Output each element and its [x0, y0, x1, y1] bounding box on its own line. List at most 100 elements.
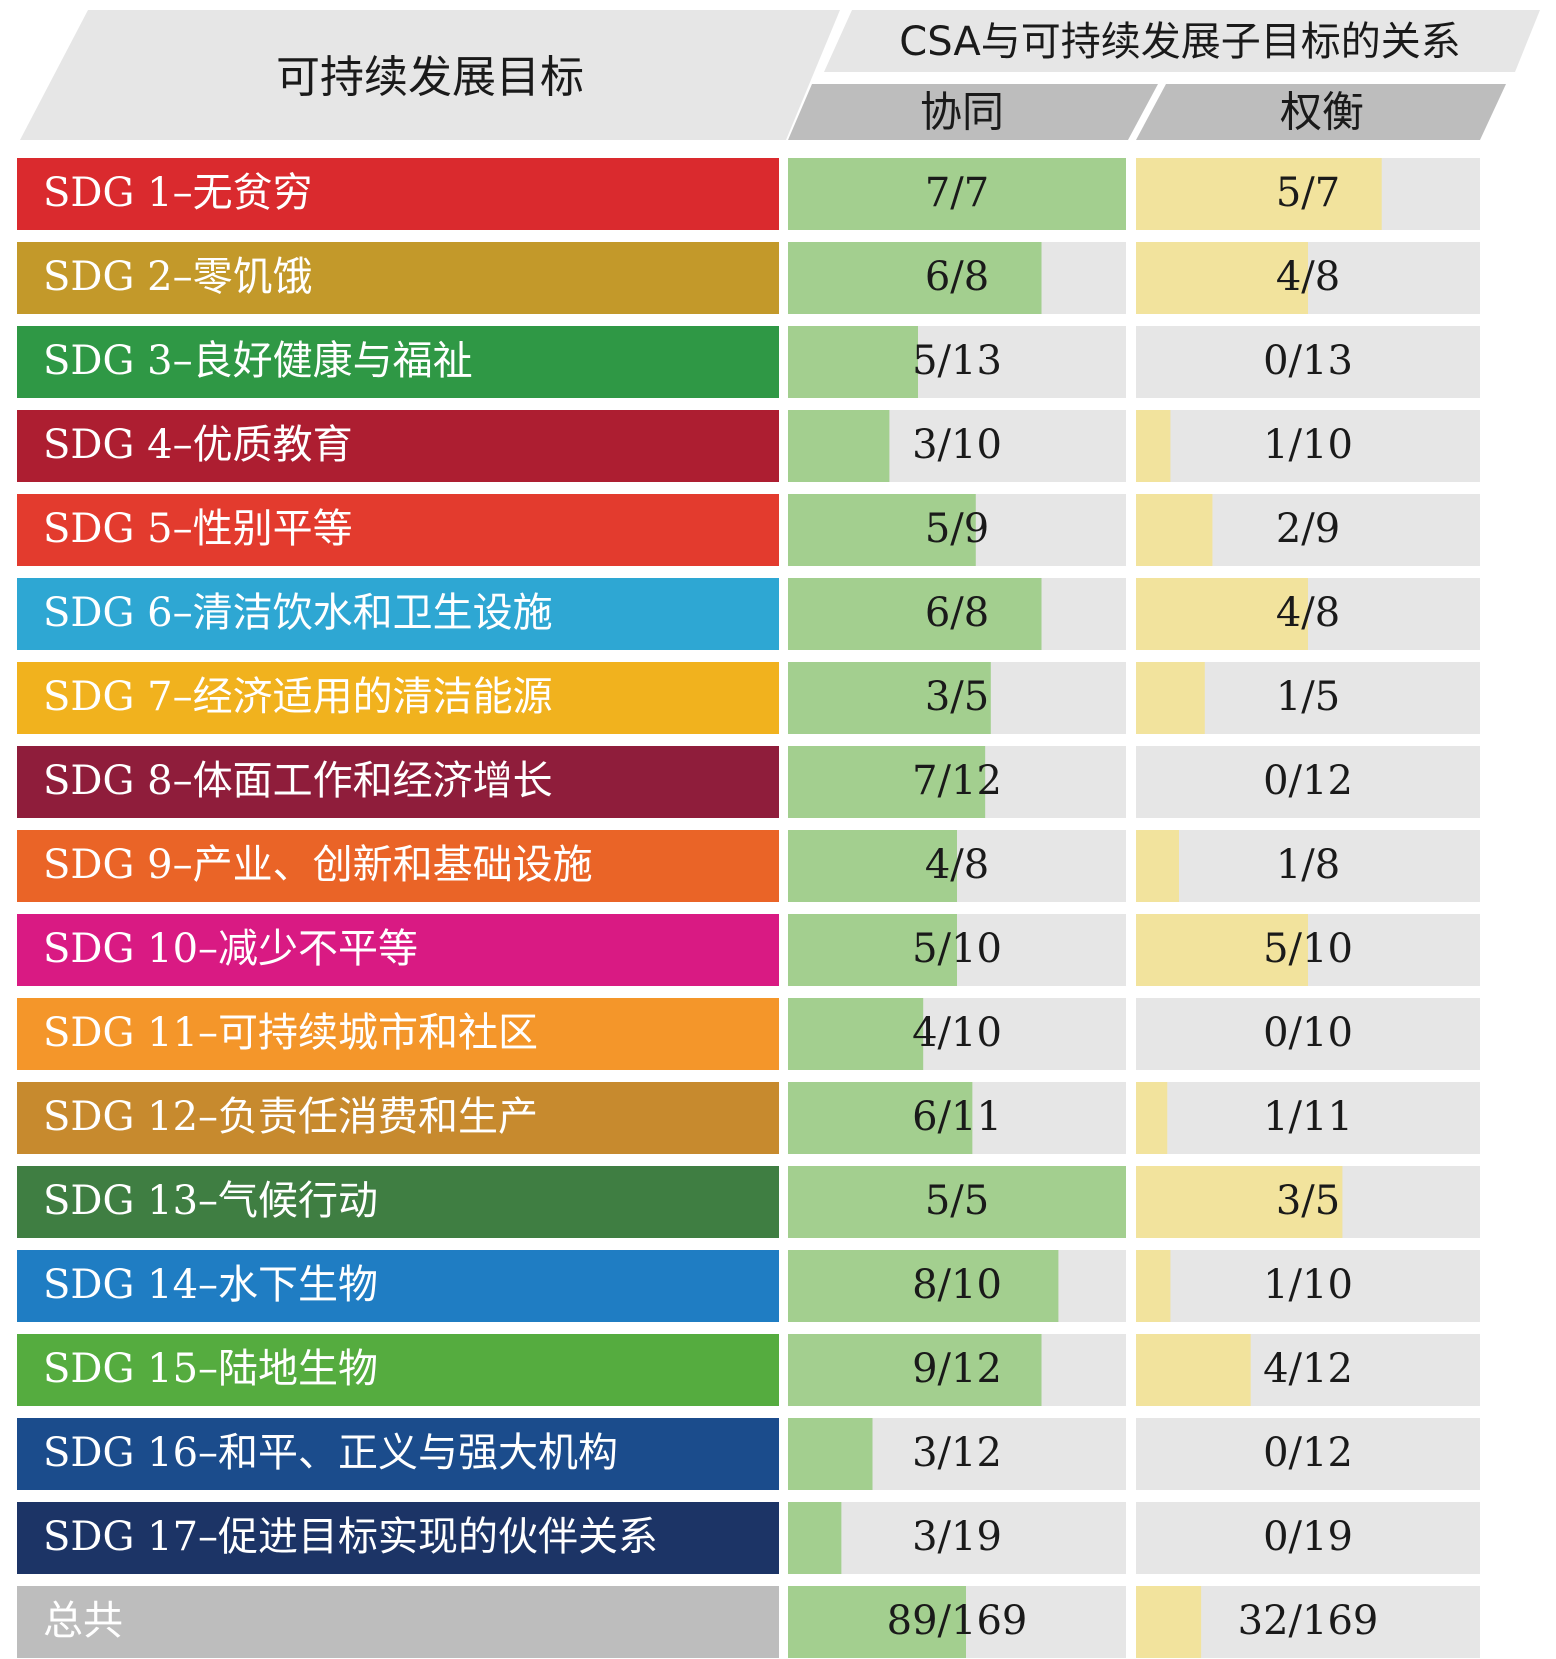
sdg-label-3: SDG 3–良好健康与福祉 — [43, 338, 473, 384]
tradeoff-value-7: 1/5 — [1276, 674, 1340, 720]
synergy-value-12: 6/11 — [912, 1094, 1002, 1140]
tradeoff-value-6: 4/8 — [1276, 590, 1340, 636]
tradeoff-header: 权衡 — [1280, 88, 1364, 137]
tradeoff-track-8 — [1136, 746, 1480, 818]
synergy-bar-15 — [788, 1334, 1042, 1406]
tradeoff-bar-14 — [1136, 1250, 1171, 1322]
synergy-track-17 — [788, 1502, 1126, 1574]
sdg-label-block-7 — [17, 662, 779, 734]
synergy-header-bg — [788, 84, 1158, 140]
sdg-label-block-15 — [17, 1334, 779, 1406]
synergy-bar-9 — [788, 830, 957, 902]
synergy-value-8: 7/12 — [912, 758, 1002, 804]
tradeoff-value-12: 1/11 — [1263, 1094, 1353, 1140]
chart-rows: SDG 1–无贫穷 7/7 5/7 SDG 2–零饥饿 6/8 4/8 SDG 3–良好健康… — [17, 158, 1480, 1658]
sdg-label-block-13 — [17, 1166, 779, 1238]
synergy-value-11: 4/10 — [912, 1010, 1002, 1056]
sdg-label-block-17 — [17, 1502, 779, 1574]
synergy-bar-3 — [788, 326, 918, 398]
synergy-bar-12 — [788, 1082, 973, 1154]
sdg-label-12: SDG 12–负责任消费和生产 — [43, 1094, 538, 1140]
sdg-label-block-9 — [17, 830, 779, 902]
tradeoff-bar-2 — [1136, 242, 1308, 314]
sdg-label-5: SDG 5–性别平等 — [43, 506, 353, 552]
tradeoff-bar-5 — [1136, 494, 1213, 566]
tradeoff-bar-15 — [1136, 1334, 1251, 1406]
synergy-header: 协同 — [920, 88, 1004, 137]
sdg-label-block-2 — [17, 242, 779, 314]
sdg-label-10: SDG 10–减少不平等 — [43, 926, 418, 972]
tradeoff-value-1: 5/7 — [1276, 170, 1340, 216]
synergy-value-7: 3/5 — [925, 674, 989, 720]
synergy-value-10: 5/10 — [912, 926, 1002, 972]
tradeoff-value-5: 2/9 — [1276, 506, 1340, 552]
tradeoff-header-bg — [1136, 84, 1506, 140]
sdg-label-block-5 — [17, 494, 779, 566]
synergy-bar-7 — [788, 662, 991, 734]
synergy-value-9: 4/8 — [925, 842, 989, 888]
synergy-bar-total — [788, 1586, 966, 1658]
synergy-bar-4 — [788, 410, 890, 482]
sdg-label-2: SDG 2–零饥饿 — [43, 254, 313, 300]
tradeoff-bar-7 — [1136, 662, 1205, 734]
tradeoff-value-13: 3/5 — [1276, 1178, 1340, 1224]
synergy-value-16: 3/12 — [912, 1430, 1002, 1476]
synergy-bar-16 — [788, 1418, 873, 1490]
tradeoff-track-14 — [1136, 1250, 1480, 1322]
synergy-value-1: 7/7 — [925, 170, 989, 216]
relation-header-bg — [824, 10, 1540, 72]
synergy-bar-8 — [788, 746, 986, 818]
sdg-label-block-6 — [17, 578, 779, 650]
synergy-value-2: 6/8 — [925, 254, 989, 300]
synergy-value-6: 6/8 — [925, 590, 989, 636]
sdg-label-block-4 — [17, 410, 779, 482]
tradeoff-track-9 — [1136, 830, 1480, 902]
goal-column-header: 可持续发展目标 — [276, 52, 584, 103]
sdg-label-4: SDG 4–优质教育 — [43, 422, 353, 468]
sdg-label-8: SDG 8–体面工作和经济增长 — [43, 758, 553, 804]
tradeoff-bar-12 — [1136, 1082, 1168, 1154]
sdg-label-total: 总共 — [43, 1598, 123, 1644]
synergy-value-3: 5/13 — [912, 338, 1002, 384]
tradeoff-track-12 — [1136, 1082, 1480, 1154]
tradeoff-track-16 — [1136, 1418, 1480, 1490]
synergy-bar-10 — [788, 914, 957, 986]
synergy-value-17: 3/19 — [912, 1514, 1002, 1560]
sdg-label-6: SDG 6–清洁饮水和卫生设施 — [43, 590, 553, 636]
sdg-label-block-16 — [17, 1418, 779, 1490]
tradeoff-value-9: 1/8 — [1276, 842, 1340, 888]
sdg-label-15: SDG 15–陆地生物 — [43, 1346, 378, 1392]
tradeoff-track-4 — [1136, 410, 1480, 482]
synergy-bar-2 — [788, 242, 1042, 314]
synergy-value-14: 8/10 — [912, 1262, 1002, 1308]
tradeoff-bar-total — [1136, 1586, 1202, 1658]
synergy-bar-14 — [788, 1250, 1059, 1322]
sdg-label-14: SDG 14–水下生物 — [43, 1262, 378, 1308]
tradeoff-value-2: 4/8 — [1276, 254, 1340, 300]
sdg-label-block-total — [17, 1586, 779, 1658]
synergy-bar-1 — [788, 158, 1126, 230]
sdg-label-1: SDG 1–无贫穷 — [43, 170, 313, 216]
synergy-value-13: 5/5 — [925, 1178, 989, 1224]
sdg-label-block-11 — [17, 998, 779, 1070]
sdg-label-block-3 — [17, 326, 779, 398]
tradeoff-value-3: 0/13 — [1263, 338, 1353, 384]
tradeoff-bar-6 — [1136, 578, 1308, 650]
sdg-label-17: SDG 17–促进目标实现的伙伴关系 — [43, 1514, 658, 1560]
sdg-label-7: SDG 7–经济适用的清洁能源 — [43, 674, 553, 720]
sdg-label-16: SDG 16–和平、正义与强大机构 — [43, 1430, 618, 1476]
goal-header-bg — [20, 10, 840, 140]
tradeoff-track-11 — [1136, 998, 1480, 1070]
tradeoff-bar-9 — [1136, 830, 1179, 902]
sdg-label-block-8 — [17, 746, 779, 818]
tradeoff-value-16: 0/12 — [1263, 1430, 1353, 1476]
tradeoff-value-total: 32/169 — [1238, 1598, 1379, 1644]
synergy-bar-17 — [788, 1502, 842, 1574]
tradeoff-value-4: 1/10 — [1263, 422, 1353, 468]
tradeoff-value-15: 4/12 — [1263, 1346, 1353, 1392]
synergy-bar-6 — [788, 578, 1042, 650]
sdg-label-block-10 — [17, 914, 779, 986]
relation-header-title: CSA与可持续发展子目标的关系 — [899, 19, 1460, 65]
tradeoff-value-17: 0/19 — [1263, 1514, 1353, 1560]
